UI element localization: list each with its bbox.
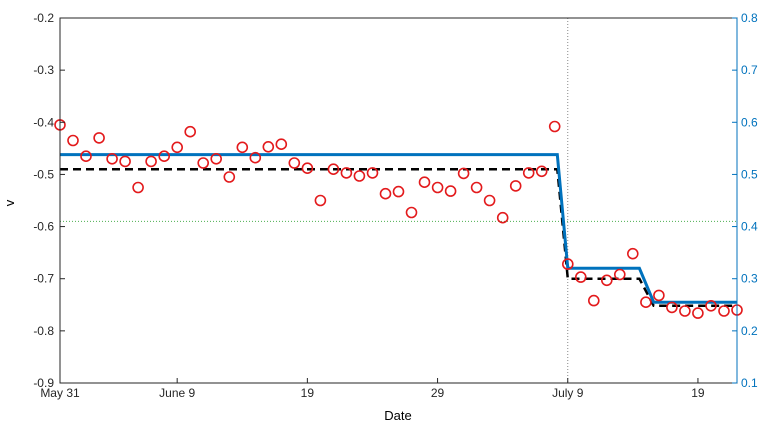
right-y-tick-label: 0.7 [741, 63, 758, 77]
y-tick-label: -0.8 [33, 324, 54, 338]
data-point [314, 194, 327, 207]
right-y-tick-label: 0.8 [741, 11, 758, 25]
x-tick-label: June 9 [159, 386, 195, 400]
data-point [444, 185, 457, 197]
data-point [483, 194, 496, 207]
data-point [236, 141, 249, 154]
data-point [67, 134, 79, 147]
y-tick-label: -0.4 [33, 115, 54, 129]
series-markers [54, 119, 743, 319]
right-y-tick-label: 0.3 [741, 272, 758, 286]
data-point [718, 305, 730, 317]
data-point [145, 155, 157, 168]
data-point [366, 167, 379, 179]
data-point [288, 157, 301, 169]
y-tick-label: -0.5 [33, 167, 54, 181]
axes [59, 17, 738, 384]
solid-series-line [60, 153, 737, 304]
x-tick-label: May 31 [40, 386, 80, 400]
x-tick-label: 29 [431, 386, 445, 400]
plot-frame [59, 17, 738, 384]
right-y-tick-label: 0.2 [741, 324, 758, 338]
right-y-tick-label: 0.6 [741, 115, 758, 129]
data-point [301, 162, 314, 174]
data-point [561, 258, 574, 270]
right-y-tick-label: 0.4 [741, 220, 758, 234]
data-point [470, 181, 483, 194]
data-point [418, 176, 431, 188]
data-point [548, 120, 561, 133]
y-tick-label: -0.6 [33, 220, 54, 234]
data-point [119, 155, 131, 168]
data-point [184, 125, 196, 138]
data-point [496, 211, 509, 224]
data-point [197, 157, 209, 169]
data-point [587, 294, 600, 307]
data-point [340, 167, 353, 179]
data-point [158, 150, 170, 162]
y-tick-label: -0.9 [33, 376, 54, 390]
data-point [171, 141, 183, 154]
tick-labels: -0.9 -0.8 -0.7 -0.6 -0.5 -0.4 -0.3 -0.2 0.1 0.2 0.… [33, 11, 758, 400]
x-axis-label: Date [384, 408, 411, 423]
data-point [653, 289, 665, 302]
data-point [392, 185, 405, 198]
data-point [509, 180, 522, 192]
data-point [249, 151, 262, 164]
data-point [405, 206, 418, 219]
data-point [574, 271, 587, 283]
data-point [353, 170, 366, 182]
data-point [705, 299, 717, 312]
x-tick-label: 19 [301, 386, 315, 400]
data-point [600, 274, 613, 287]
data-point [262, 141, 275, 153]
data-point [431, 181, 444, 194]
y-tick-label: -0.7 [33, 272, 54, 286]
y-tick-label: -0.3 [33, 63, 54, 77]
data-point [327, 163, 340, 175]
right-y-tick-label: 0.1 [741, 376, 758, 390]
data-point [626, 247, 639, 260]
right-y-tick-label: 0.5 [741, 167, 758, 181]
data-point [132, 181, 144, 194]
data-point [522, 167, 535, 179]
data-point [275, 138, 288, 150]
dashed-series-line [60, 167, 737, 308]
data-point [93, 132, 105, 144]
data-point [457, 167, 470, 180]
reference-lines [60, 18, 737, 383]
x-tick-label: July 9 [552, 386, 584, 400]
data-point [613, 268, 626, 281]
data-point [379, 187, 392, 200]
data-point [666, 301, 678, 314]
series-lines [60, 153, 737, 308]
data-point [640, 296, 652, 309]
y-tick-label: -0.2 [33, 11, 54, 25]
data-point [106, 153, 118, 165]
x-tick-label: 19 [691, 386, 705, 400]
data-point [210, 153, 222, 165]
data-point [535, 165, 548, 178]
data-point [692, 307, 704, 319]
data-point [223, 171, 236, 183]
data-point [679, 305, 691, 317]
data-point [80, 150, 92, 162]
y-axis-label: v [2, 199, 17, 206]
